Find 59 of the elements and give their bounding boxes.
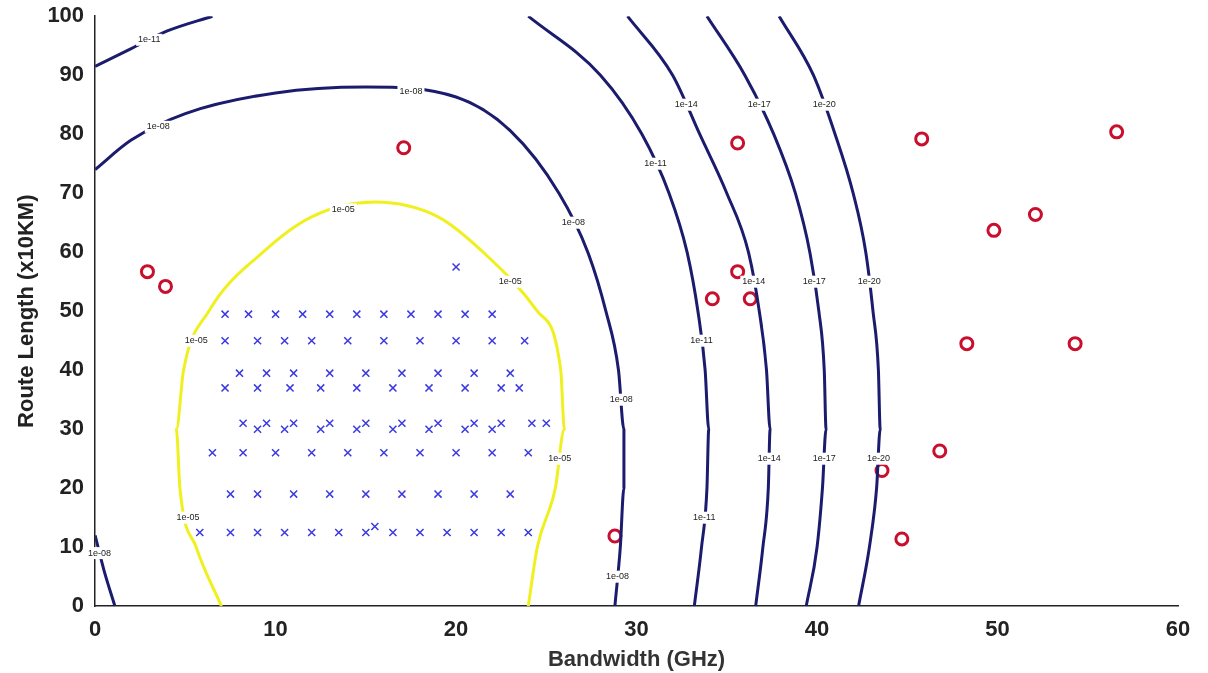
point [1109,124,1125,140]
text: 1e-11 [690,335,713,346]
point [742,291,758,307]
text: 1e-08 [399,86,423,97]
series-label: 1e-05 [331,203,355,214]
series-label: 1e-20 [866,453,890,464]
text: 1e-17 [802,276,826,287]
text: 1e-05 [548,453,572,464]
point [932,443,948,459]
text: 1e-20 [812,99,836,110]
y-tick-label: 10 [59,533,85,559]
y-tick-label: 50 [59,297,85,323]
y-axis-title: Route Length (x10KM) [13,194,39,428]
point [1027,206,1043,222]
text: 1e-05 [498,276,522,287]
x-tick-label: 10 [263,616,288,642]
x-tick-label: 30 [624,616,649,642]
text: 1e-14 [674,99,698,110]
text: 1e-14 [742,276,766,287]
point [704,291,720,307]
text: 1e-11 [644,158,667,169]
point [157,278,173,294]
point [914,131,930,147]
text: 1e-08 [88,547,112,558]
y-tick-label: 30 [59,415,85,441]
series-label: 1e-08 [606,571,630,582]
point [396,140,412,156]
point [139,264,155,280]
text: 1e-05 [176,512,200,523]
x-tick-label: 0 [88,616,102,642]
series-label: 1e-17 [812,453,836,464]
x-tick-label: 50 [985,616,1010,642]
point [986,222,1002,238]
y-tick-label: 40 [59,356,85,382]
point [730,264,746,280]
y-tick-label: 100 [47,2,85,28]
text: 1e-17 [747,99,771,110]
series-label: 1e-11 [138,34,161,45]
y-tick-label: 90 [59,61,85,87]
text: 1e-20 [857,276,881,287]
point [894,531,910,547]
x-tick-label: 60 [1165,616,1191,642]
point [959,336,975,352]
y-tick-label: 80 [59,120,85,146]
x-tick-label: 40 [804,616,830,642]
point [730,135,746,151]
text: 1e-05 [184,335,208,346]
x-tick-label: 20 [443,616,469,642]
text: 1e-08 [609,394,633,405]
x-axis-title: Bandwidth (GHz) [547,645,726,671]
text: 1e-11 [693,512,716,523]
y-tick-label: 0 [71,592,85,618]
y-tick-label: 60 [59,238,85,264]
text: 1e-08 [146,121,170,132]
series-label: 1e-14 [757,453,781,464]
y-tick-label: 70 [59,179,85,205]
text: 1e-08 [561,217,585,228]
point [1067,336,1083,352]
y-tick-label: 20 [59,474,85,500]
